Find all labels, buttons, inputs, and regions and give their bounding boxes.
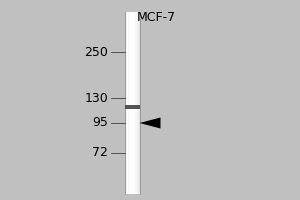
Text: 72: 72 [92,146,108,160]
Bar [124,12,125,194]
Polygon shape [140,117,160,129]
Bar [138,12,139,194]
Bar [124,105,140,109]
Bar [136,12,137,194]
Text: 130: 130 [84,92,108,104]
Text: 250: 250 [84,46,108,58]
Bar [136,12,137,194]
Bar [128,12,129,194]
Bar [126,12,127,194]
Text: MCF-7: MCF-7 [136,11,176,24]
Bar [129,12,130,194]
Bar [124,12,140,194]
Bar [127,12,128,194]
Bar [139,12,140,194]
Bar [134,12,135,194]
Bar [133,12,134,194]
Bar [130,12,131,194]
Bar [135,12,136,194]
Bar [132,12,133,194]
Bar [125,12,126,194]
Text: 95: 95 [92,116,108,130]
Bar [137,12,138,194]
Bar [131,12,132,194]
